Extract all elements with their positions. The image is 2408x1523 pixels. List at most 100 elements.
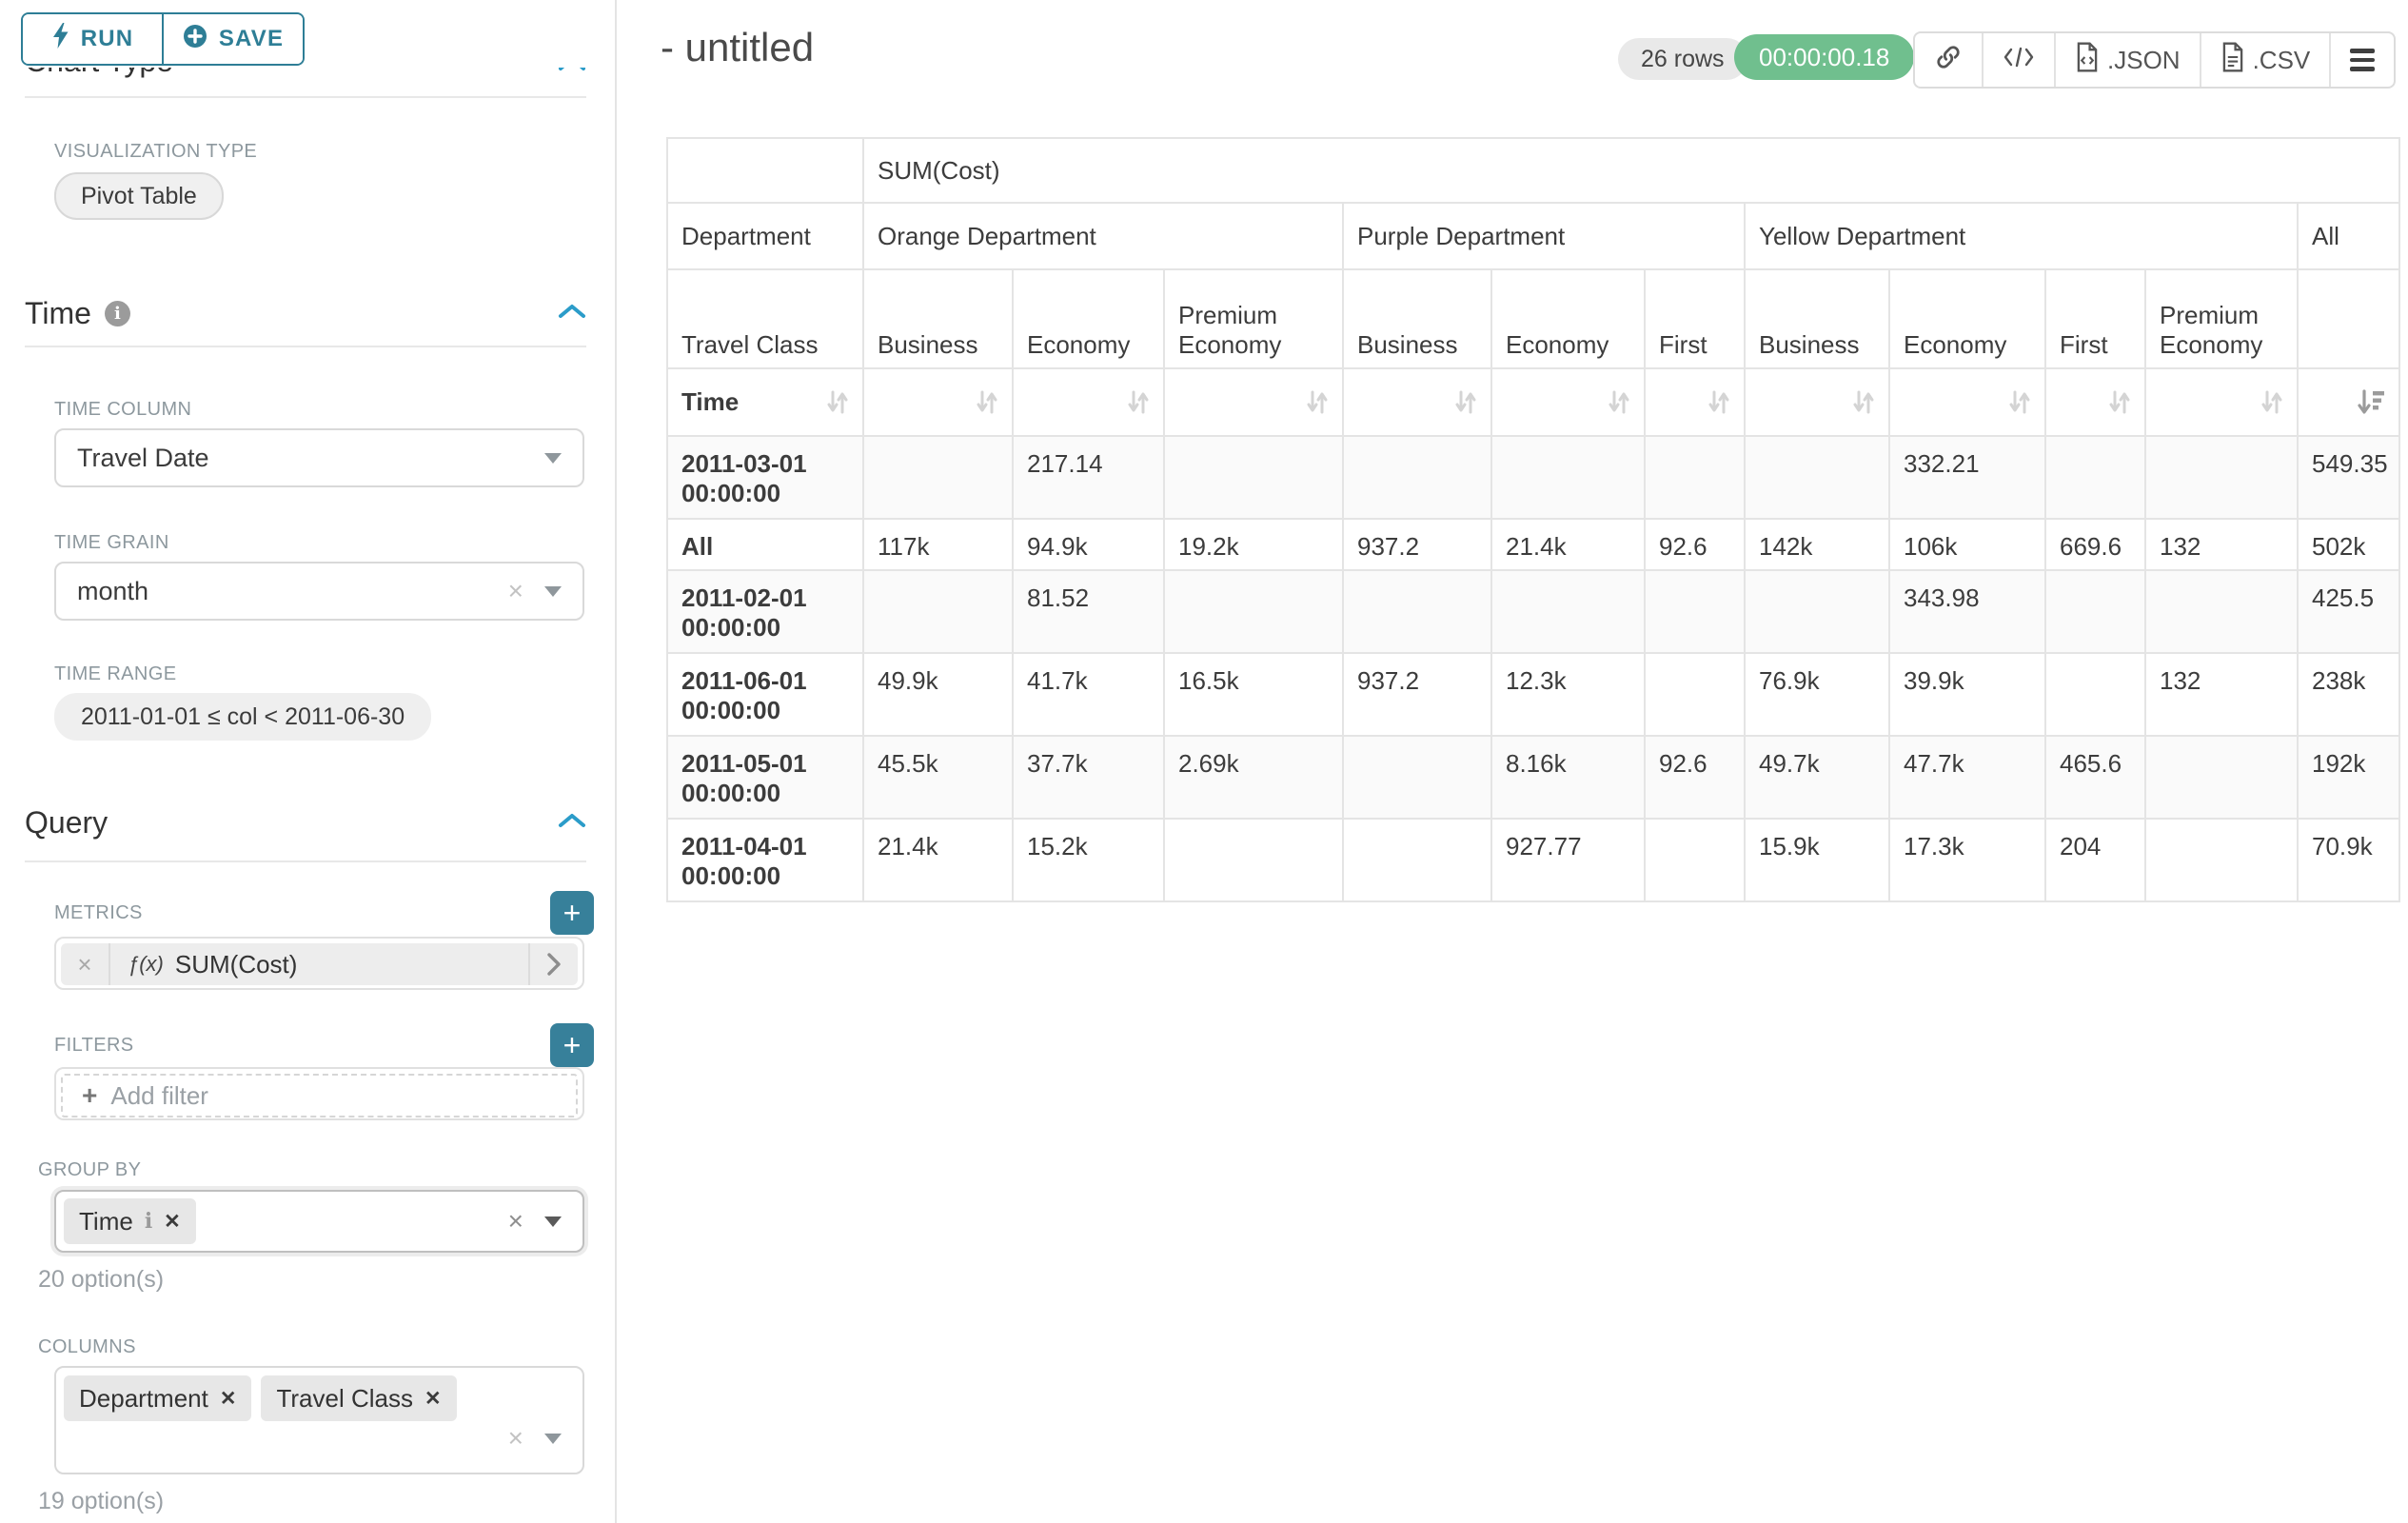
group-by-pill-time: Time i ✕ (64, 1198, 196, 1244)
add-metric-button[interactable]: + (550, 891, 594, 935)
column-header[interactable]: Business (1343, 269, 1491, 368)
columns-select[interactable]: Department ✕ Travel Class ✕ × (54, 1366, 584, 1474)
column-group-header[interactable]: Purple Department (1343, 203, 1745, 269)
column-header[interactable]: Economy (1889, 269, 2045, 368)
copy-link-button[interactable] (1915, 33, 1982, 87)
value-cell: 41.7k (1013, 653, 1164, 736)
run-save-bar: RUN SAVE (0, 0, 615, 68)
value-cell: 106k (1889, 519, 2045, 570)
metric-expand-icon[interactable] (528, 943, 578, 985)
json-export-button[interactable]: .JSON (2054, 33, 2200, 87)
value-cell (2045, 436, 2145, 519)
pill-remove-icon[interactable]: ✕ (164, 1210, 181, 1234)
value-cell (1343, 819, 1491, 901)
time-section-header: Time i (25, 296, 586, 331)
value-cell (1645, 653, 1745, 736)
clear-icon[interactable]: × (508, 578, 523, 604)
column-header[interactable]: Economy (1013, 269, 1164, 368)
query-collapse-chevron-icon[interactable] (558, 812, 586, 834)
column-header[interactable] (2298, 269, 2399, 368)
value-cell (2145, 436, 2298, 519)
value-cell (1343, 570, 1491, 653)
sort-header[interactable] (2045, 368, 2145, 436)
value-cell: 238k (2298, 653, 2399, 736)
sort-header[interactable] (1491, 368, 1645, 436)
value-cell: 19.2k (1164, 519, 1343, 570)
column-header[interactable]: Premium Economy (1164, 269, 1343, 368)
sort-header[interactable] (1645, 368, 1745, 436)
time-grain-select[interactable]: month × (54, 562, 584, 621)
value-cell (1491, 570, 1645, 653)
add-filter-button[interactable]: + Add filter (61, 1074, 578, 1118)
filters-box: + Add filter (54, 1067, 584, 1120)
column-header[interactable]: First (2045, 269, 2145, 368)
table-row: All117k94.9k19.2k937.221.4k92.6142k106k6… (667, 519, 2399, 570)
value-cell: 21.4k (1491, 519, 1645, 570)
column-header[interactable]: Business (863, 269, 1013, 368)
sort-icon (1852, 389, 1875, 415)
sort-header[interactable] (2145, 368, 2298, 436)
group-by-select[interactable]: Time i ✕ × (54, 1190, 584, 1253)
control-panel-sidebar: Chart Type RUN SAVE VISUALIZATION TYPE P… (0, 0, 617, 1523)
value-cell: 37.7k (1013, 736, 1164, 819)
caret-down-icon[interactable] (544, 1216, 562, 1227)
time-collapse-chevron-icon[interactable] (558, 303, 586, 325)
value-cell (1164, 570, 1343, 653)
caret-down-icon[interactable] (544, 453, 562, 464)
sort-header[interactable] (1343, 368, 1491, 436)
viz-type-pill[interactable]: Pivot Table (54, 172, 224, 220)
sort-header[interactable] (1013, 368, 1164, 436)
value-cell: 17.3k (1889, 819, 2045, 901)
metrics-label: METRICS (54, 902, 143, 924)
time-range-pill[interactable]: 2011-01-01 ≤ col < 2011-06-30 (54, 693, 431, 741)
sort-header[interactable] (1745, 368, 1889, 436)
add-filter-plus-button[interactable]: + (550, 1023, 594, 1067)
value-cell: 21.4k (863, 819, 1013, 901)
remove-metric-icon[interactable]: × (61, 943, 110, 985)
metric-header: SUM(Cost) (863, 138, 2399, 203)
value-cell: 549.35 (2298, 436, 2399, 519)
column-header[interactable]: Premium Economy (2145, 269, 2298, 368)
sort-header[interactable] (1164, 368, 1343, 436)
columns-pill-department: Department ✕ (64, 1375, 251, 1421)
run-button[interactable]: RUN (23, 14, 162, 64)
select-clear-icon[interactable]: × (508, 1208, 523, 1235)
value-cell (1343, 736, 1491, 819)
value-cell: 343.98 (1889, 570, 2045, 653)
export-toolbar: .JSON .CSV (1913, 31, 2396, 89)
column-group-header[interactable]: Orange Department (863, 203, 1343, 269)
caret-down-icon[interactable] (544, 586, 562, 597)
code-icon (2003, 45, 2035, 76)
time-column-label: TIME COLUMN (54, 399, 191, 421)
pill-remove-icon[interactable]: ✕ (424, 1387, 442, 1411)
caret-down-icon[interactable] (544, 1434, 562, 1444)
sort-icon (1306, 389, 1329, 415)
sort-header[interactable] (863, 368, 1013, 436)
value-cell: 39.9k (1889, 653, 2045, 736)
value-cell (2145, 570, 2298, 653)
time-column-select[interactable]: Travel Date (54, 428, 584, 487)
row-dimension-sort-header[interactable]: Time (667, 368, 863, 436)
value-cell: 117k (863, 519, 1013, 570)
sort-header[interactable] (1889, 368, 2045, 436)
save-button[interactable]: SAVE (162, 14, 303, 64)
select-clear-icon[interactable]: × (508, 1425, 523, 1452)
value-cell (1745, 436, 1889, 519)
value-cell: 8.16k (1491, 736, 1645, 819)
value-cell: 76.9k (1745, 653, 1889, 736)
column-header[interactable]: Business (1745, 269, 1889, 368)
csv-export-button[interactable]: .CSV (2200, 33, 2330, 87)
sort-header[interactable] (2298, 368, 2399, 436)
divider (25, 96, 586, 98)
value-cell: 669.6 (2045, 519, 2145, 570)
column-group-header[interactable]: All (2298, 203, 2399, 269)
pill-remove-icon[interactable]: ✕ (220, 1387, 237, 1411)
embed-code-button[interactable] (1982, 33, 2054, 87)
column-header[interactable]: First (1645, 269, 1745, 368)
column-header[interactable]: Economy (1491, 269, 1645, 368)
column-group-header[interactable]: Yellow Department (1745, 203, 2298, 269)
metric-pill[interactable]: × ƒ(x) SUM(Cost) (61, 943, 578, 985)
sort-icon (1127, 389, 1150, 415)
menu-button[interactable] (2329, 33, 2394, 87)
page-title[interactable]: - untitled (661, 25, 814, 70)
